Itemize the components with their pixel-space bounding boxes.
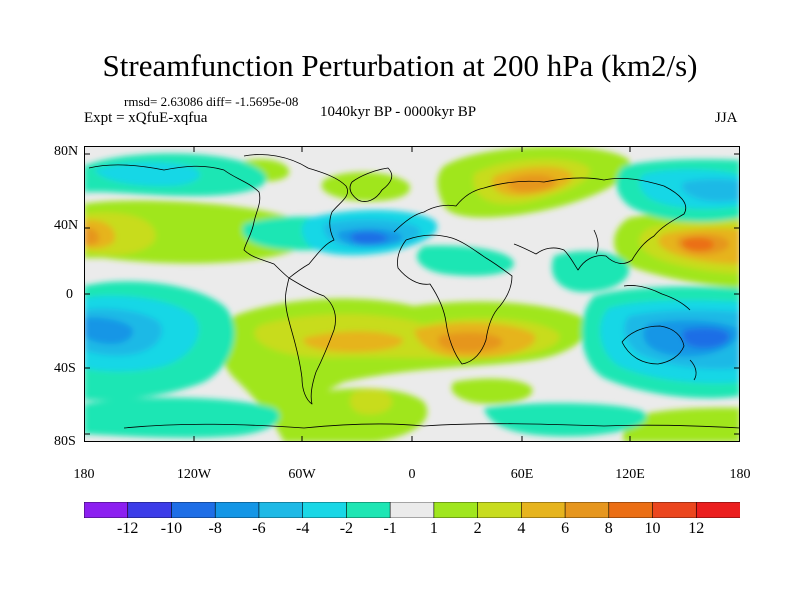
colorbar-swatch	[346, 502, 391, 518]
lon-tick-label: 120E	[615, 467, 645, 482]
colorbar-label: 6	[561, 520, 570, 537]
lon-tick-label: 0	[408, 467, 416, 482]
colorbar-label: 1	[429, 520, 438, 537]
colorbar-label: -10	[160, 520, 183, 537]
lat-tick-label: 0	[66, 287, 73, 302]
colorbar-swatch	[521, 502, 566, 518]
figure-title: Streamfunction Perturbation at 200 hPa (…	[102, 48, 698, 83]
colorbar-label: -6	[252, 520, 266, 537]
axis-ticks	[84, 146, 740, 442]
stats-label: rmsd= 2.63086 diff= -1.5695e-08	[124, 94, 299, 109]
lat-tick-label: 80S	[54, 434, 76, 449]
colorbar-label: -4	[295, 520, 310, 537]
colorbar-swatch	[302, 502, 347, 518]
colorbar	[84, 502, 740, 518]
colorbar-label: 2	[473, 520, 482, 537]
streamfunction-map	[84, 146, 740, 442]
lat-tick-label: 40N	[54, 218, 79, 233]
colorbar-label: 10	[644, 520, 661, 537]
colorbar-swatch	[84, 502, 129, 518]
colorbar-label: -8	[208, 520, 222, 537]
anomaly-field	[84, 146, 740, 442]
colorbar-swatch	[695, 502, 740, 518]
colorbar-label: 12	[688, 520, 705, 537]
colorbar-swatch	[433, 502, 479, 518]
colorbar-label: 4	[517, 520, 526, 537]
lat-tick-label: 40S	[54, 361, 76, 376]
lon-tick-label: 60E	[510, 467, 534, 482]
colorbar-swatch	[608, 502, 654, 518]
colorbar-label: -12	[117, 520, 139, 537]
colorbar-label: -2	[339, 520, 354, 537]
colorbar-swatch	[258, 502, 304, 518]
colorbar-swatch	[652, 502, 697, 518]
colorbar-swatch	[477, 502, 522, 518]
colorbar-label: 8	[604, 520, 613, 537]
lon-tick-label: 180	[729, 467, 751, 482]
colorbar-swatch	[564, 502, 610, 518]
period-label: 1040kyr BP - 0000kyr BP	[320, 104, 477, 120]
lon-tick-label: 180	[73, 467, 95, 482]
colorbar-swatch	[127, 502, 173, 518]
lon-tick-label: 60W	[288, 467, 316, 482]
lat-tick-label: 80N	[54, 144, 79, 159]
season-label: JJA	[715, 110, 738, 126]
colorbar-label: -1	[383, 520, 397, 537]
colorbar-swatch	[171, 502, 216, 518]
coastlines	[88, 154, 740, 429]
colorbar-swatch	[389, 502, 435, 518]
colorbar-swatch	[214, 502, 260, 518]
experiment-label: Expt = xQfuE-xqfua	[84, 110, 208, 126]
lon-tick-label: 120W	[176, 467, 212, 482]
